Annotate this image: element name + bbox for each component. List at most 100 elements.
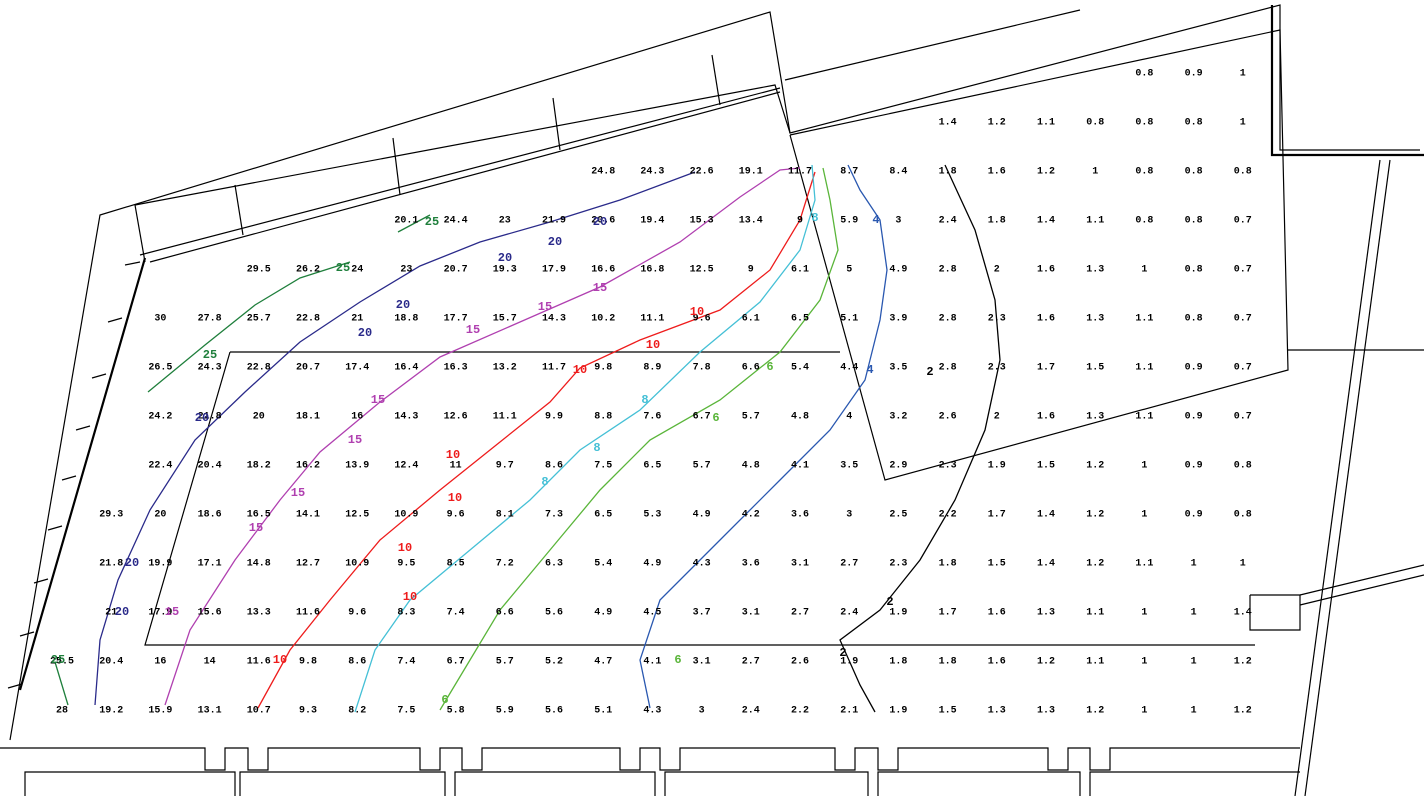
wall (1305, 160, 1390, 796)
illuminance-value: 13.3 (247, 608, 271, 619)
illuminance-value: 0.7 (1234, 412, 1252, 423)
illuminance-value: 16 (154, 657, 166, 668)
illuminance-value: 12.6 (444, 412, 468, 423)
illuminance-value: 5.9 (496, 706, 514, 717)
illuminance-value: 10.9 (394, 510, 418, 521)
illuminance-value: 3.5 (889, 363, 907, 374)
wall (1295, 160, 1380, 796)
tick (34, 579, 48, 583)
illuminance-value: 1.2 (988, 118, 1006, 129)
tick (76, 426, 90, 430)
illuminance-value: 2.2 (791, 706, 809, 717)
illuminance-value: 22.6 (690, 167, 714, 178)
illuminance-value: 2.3 (939, 461, 957, 472)
contour-label: 10 (273, 653, 287, 667)
illuminance-value: 0.7 (1234, 314, 1252, 325)
illuminance-value: 1.6 (988, 167, 1006, 178)
illuminance-value: 1.3 (1037, 608, 1055, 619)
illuminance-value: 16 (351, 412, 363, 423)
illuminance-value: 1.5 (1086, 363, 1104, 374)
illuminance-value: 1.4 (1037, 510, 1055, 521)
illuminance-value: 2 (994, 265, 1000, 276)
illuminance-value: 7.8 (693, 363, 711, 374)
illuminance-value: 9 (748, 265, 754, 276)
illuminance-value: 13.4 (739, 216, 763, 227)
illuminance-value: 1.1 (1135, 314, 1153, 325)
wall (20, 258, 145, 690)
contour-line (55, 662, 68, 705)
illuminance-value: 1 (1141, 657, 1147, 668)
illuminance-value: 7.2 (496, 559, 514, 570)
illuminance-value: 2.7 (742, 657, 760, 668)
illuminance-value: 2.6 (791, 657, 809, 668)
illuminance-value: 11.1 (640, 314, 664, 325)
wall (785, 10, 1080, 80)
illuminance-value: 5.7 (742, 412, 760, 423)
illuminance-value: 9.5 (397, 559, 415, 570)
illuminance-value: 1.4 (1234, 608, 1252, 619)
illuminance-value: 0.7 (1234, 363, 1252, 374)
illuminance-value: 3.5 (840, 461, 858, 472)
illuminance-value: 16.4 (394, 363, 418, 374)
illuminance-value: 1.8 (889, 657, 907, 668)
illuminance-value: 9.9 (545, 412, 563, 423)
illuminance-value: 4.4 (840, 363, 858, 374)
room (455, 772, 655, 796)
illuminance-value: 4.1 (791, 461, 809, 472)
illuminance-value: 5.6 (545, 608, 563, 619)
illuminance-value: 8.4 (889, 167, 907, 178)
illuminance-value: 1.9 (988, 461, 1006, 472)
illuminance-value: 2.7 (791, 608, 809, 619)
illuminance-value: 24.3 (640, 167, 664, 178)
illuminance-value: 6.3 (545, 559, 563, 570)
wall (712, 55, 720, 105)
illuminance-value: 6.6 (496, 608, 514, 619)
contour-label: 4 (866, 363, 873, 377)
illuminance-value: 3.2 (889, 412, 907, 423)
illuminance-value: 5 (846, 265, 852, 276)
contour-label: 10 (403, 590, 417, 604)
illuminance-value: 5.1 (594, 706, 612, 717)
illuminance-value: 1.2 (1086, 461, 1104, 472)
illuminance-value: 2.6 (939, 412, 957, 423)
illuminance-value: 14.1 (296, 510, 320, 521)
illuminance-value: 1.2 (1234, 657, 1252, 668)
illuminance-value: 4.2 (742, 510, 760, 521)
illuminance-value: 12.5 (690, 265, 714, 276)
illuminance-value: 14 (204, 657, 216, 668)
illuminance-value: 20.7 (444, 265, 468, 276)
illuminance-value: 8.1 (496, 510, 514, 521)
illuminance-value: 1.9 (889, 706, 907, 717)
contour-label: 15 (538, 300, 552, 314)
illuminance-value: 0.8 (1234, 461, 1252, 472)
illuminance-value: 6.1 (742, 314, 760, 325)
illuminance-value: 17.7 (444, 314, 468, 325)
illuminance-value: 8.8 (594, 412, 612, 423)
illuminance-value: 23 (400, 265, 412, 276)
illuminance-value: 5.1 (840, 314, 858, 325)
illuminance-value: 8.7 (840, 167, 858, 178)
contour-label: 8 (593, 441, 600, 455)
illuminance-value: 0.9 (1185, 69, 1203, 80)
illuminance-value: 7.5 (594, 461, 612, 472)
illuminance-value: 1.2 (1234, 706, 1252, 717)
illuminance-value: 10.2 (591, 314, 615, 325)
illuminance-value: 0.9 (1185, 363, 1203, 374)
illuminance-value: 15.6 (198, 608, 222, 619)
illuminance-value: 11.1 (493, 412, 517, 423)
illuminance-grid: 0.80.911.41.21.10.80.80.8124.824.322.619… (50, 69, 1252, 717)
illuminance-value: 7.6 (643, 412, 661, 423)
contour-label: 15 (593, 281, 607, 295)
illuminance-value: 20.4 (198, 461, 222, 472)
illuminance-value: 4.7 (594, 657, 612, 668)
illuminance-value: 6.5 (791, 314, 809, 325)
illuminance-value: 1.4 (1037, 559, 1055, 570)
illuminance-value: 4.9 (889, 265, 907, 276)
contour-label: 15 (466, 323, 480, 337)
contour-label: 15 (371, 393, 385, 407)
wall (235, 185, 243, 235)
illuminance-value: 1.6 (1037, 265, 1055, 276)
contour-label: 10 (446, 448, 460, 462)
contour-label: 15 (249, 521, 263, 535)
room (665, 772, 868, 796)
